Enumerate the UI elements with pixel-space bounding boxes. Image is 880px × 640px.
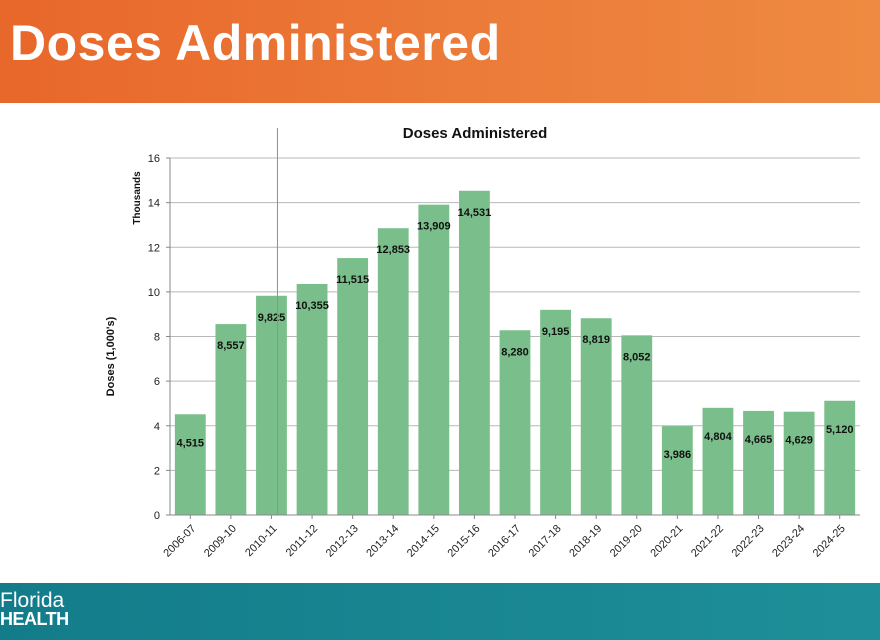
data-label: 9,825 — [258, 312, 286, 324]
slide-footer: Florida HEALTH — [0, 583, 880, 640]
y-tick-label: 12 — [148, 242, 160, 254]
slide-title: Doses Administered — [10, 15, 501, 71]
y-tick-label: 14 — [148, 198, 160, 210]
data-label: 4,665 — [745, 434, 773, 446]
x-tick-label: 2017-18 — [527, 523, 564, 560]
y-tick-label: 10 — [148, 287, 160, 299]
x-tick-label: 2022-23 — [730, 523, 767, 560]
data-label: 13,909 — [417, 221, 451, 233]
slide-header: Doses Administered — [0, 0, 880, 103]
x-tick-label: 2012-13 — [324, 523, 361, 560]
data-label: 4,515 — [177, 437, 205, 449]
y-tick-label: 0 — [154, 510, 160, 522]
data-label: 4,804 — [704, 431, 732, 443]
bar — [824, 400, 856, 515]
data-label: 8,052 — [623, 351, 651, 363]
y-tick-label: 8 — [154, 332, 160, 344]
x-tick-label: 2013-14 — [364, 523, 401, 560]
florida-health-logo: Florida HEALTH — [0, 589, 69, 629]
bar — [418, 204, 450, 515]
data-label: 9,195 — [542, 326, 570, 338]
x-tick-label: 2011-12 — [284, 523, 320, 559]
x-tick-label: 2020-21 — [648, 523, 685, 560]
data-label: 5,120 — [826, 424, 854, 436]
x-tick-label: 2019-20 — [608, 523, 645, 560]
bar — [296, 283, 328, 515]
data-label: 8,819 — [582, 334, 610, 346]
x-tick-label: 2009-10 — [202, 523, 239, 560]
data-label: 8,280 — [501, 346, 529, 358]
doses-bar-chart: Doses Administered 0 2 4 6 8 10 12 14 16 Thousands… — [105, 125, 860, 560]
x-tick-label: 2024-25 — [811, 523, 848, 560]
bar — [580, 318, 612, 515]
data-label: 12,853 — [376, 244, 410, 256]
bar — [661, 426, 693, 515]
x-tick-label: 2018-19 — [567, 523, 604, 560]
bar — [499, 330, 531, 515]
x-tick-label: 2014-15 — [405, 523, 442, 560]
bar — [215, 324, 247, 515]
bar — [743, 410, 774, 515]
x-tick-label: 2015-16 — [445, 523, 482, 560]
bar — [702, 407, 734, 515]
bar — [174, 414, 206, 515]
x-tick-label: 2010-11 — [243, 523, 279, 559]
chart-title: Doses Administered — [403, 125, 548, 142]
y-tick-label: 6 — [154, 376, 160, 388]
data-label: 14,531 — [458, 207, 492, 219]
y-tick-label: 16 — [148, 153, 160, 165]
data-label: 4,629 — [785, 435, 813, 447]
bar — [458, 190, 490, 515]
bar — [540, 309, 572, 515]
bar — [377, 228, 409, 515]
x-tick-label: 2006-07 — [161, 523, 198, 560]
x-tick-label: 2016-17 — [486, 523, 523, 560]
x-tick-label: 2023-24 — [770, 523, 807, 560]
logo-line-1: Florida — [0, 589, 65, 612]
data-label: 10,355 — [295, 300, 329, 312]
y-tick-label: 4 — [154, 421, 160, 433]
bar — [783, 411, 815, 515]
logo-line-2: HEALTH — [0, 609, 69, 629]
y-tick-label: 2 — [154, 465, 160, 477]
data-label: 3,986 — [664, 449, 692, 461]
x-tick-label: 2021-22 — [689, 523, 726, 560]
y-unit-label: Thousands — [132, 171, 143, 225]
bar — [621, 335, 653, 515]
data-label: 11,515 — [336, 274, 369, 286]
bar — [337, 258, 369, 515]
bar — [256, 295, 287, 515]
y-axis-label: Doses (1,000's) — [105, 316, 117, 396]
data-label: 8,557 — [217, 340, 245, 352]
